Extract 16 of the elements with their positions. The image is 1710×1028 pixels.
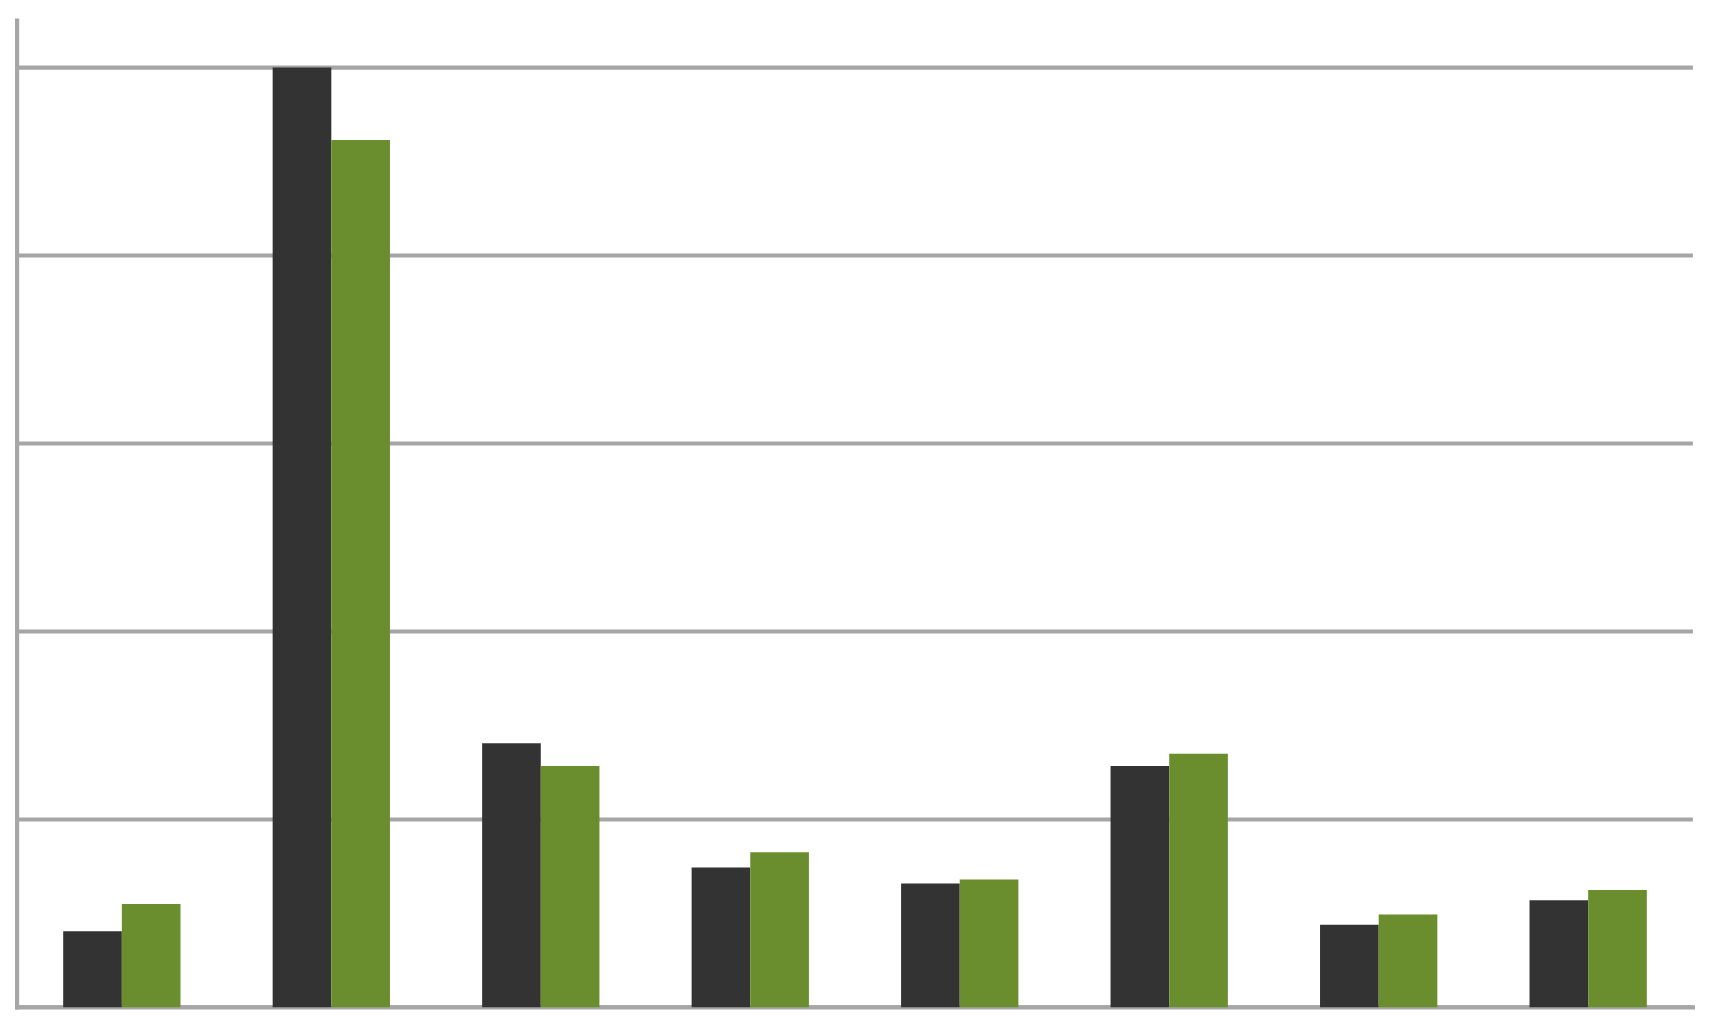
- bar: [901, 883, 960, 1008]
- bar: [1378, 914, 1438, 1008]
- bar: [1588, 889, 1647, 1008]
- bar: [331, 139, 390, 1008]
- bar: [1169, 753, 1228, 1008]
- bar: [750, 852, 809, 1008]
- bar: [691, 867, 751, 1008]
- bar: [482, 743, 541, 1008]
- bar: [959, 879, 1019, 1008]
- bar: [272, 67, 332, 1008]
- bar: [1529, 900, 1589, 1008]
- bar: [121, 904, 181, 1008]
- bar: [1110, 765, 1170, 1008]
- bar: [1320, 924, 1379, 1008]
- bar: [540, 765, 600, 1008]
- bar: [63, 931, 122, 1008]
